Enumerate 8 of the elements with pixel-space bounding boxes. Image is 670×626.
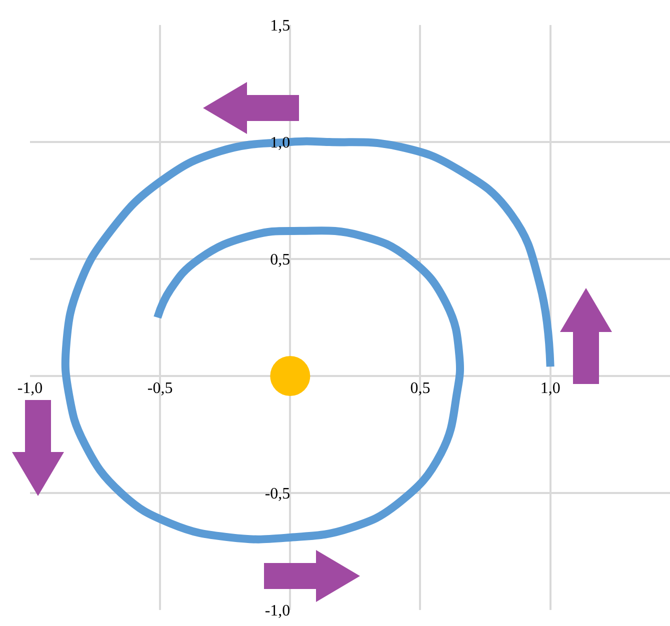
- y-tick-label: 1,5: [270, 18, 290, 35]
- x-tick-label: 0,5: [410, 380, 430, 397]
- x-tick-label: -0,5: [147, 380, 173, 397]
- x-tick-label: -1,0: [17, 380, 43, 397]
- y-tick-label: 0,5: [270, 252, 290, 269]
- y-tick-label: -0,5: [264, 486, 290, 503]
- x-tick-label: 1,0: [540, 380, 560, 397]
- y-tick-label: -1,0: [264, 602, 290, 620]
